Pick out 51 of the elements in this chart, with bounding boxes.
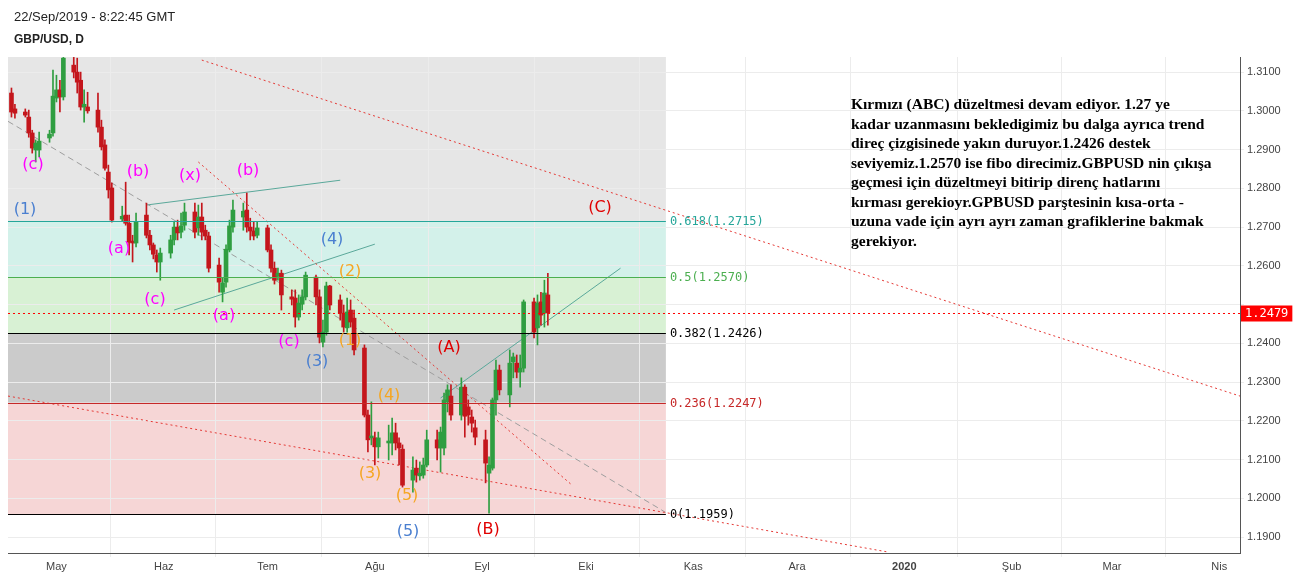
y-tick-label: 1.2700 [1247,220,1281,233]
annotation: (5) [395,485,419,505]
x-tick-label: Nis [1211,559,1228,572]
y-tick-label: 1.2800 [1247,181,1281,194]
y-tick-label: 1.3000 [1247,103,1281,116]
annotation: (b) [236,160,260,180]
annotation: Kırmızı (ABC) düzeltmesi devam ediyor. 1.27 ye kadar uzanmasını bekledigimiz bu dalga ayrıca trend direç çizgisinede yakın duruyor.1.2426 destek seviyemiz.1.2570 ise fibo direcimiz.GBPUSD nin çıkışa geçmesi için düzeltmeyi bitirip direnç hatlarını kırması gerekioyr.GPBUSD parştesinin kısa-orta -uzuna vade için ayrı ayrı zaman grafiklerine bakmak gerekiyor. [851,94,1213,250]
annotation: (a) [212,305,236,325]
ref-line-label: 1.2479 [1245,305,1289,320]
x-tick-label: Haz [153,559,174,572]
x-tick-label: Mar [1102,559,1122,572]
y-tick-label: 1.1900 [1247,530,1281,543]
annotation: (5) [396,521,420,541]
annotation: (4) [320,229,344,249]
ref-line-label: 0.5(1.2570) [669,269,750,284]
y-tick-label: 1.3100 [1247,65,1281,78]
chart-title: GBP/USD, D [14,32,85,46]
annotation: (b) [126,161,150,181]
ref-line-label: 0.236(1.2247) [669,395,764,410]
annotation: (A) [437,337,461,357]
x-tick-label: Eki [578,559,594,572]
annotation: (2) [338,261,362,281]
x-tick-label: Eyl [474,559,490,572]
y-tick-label: 1.2200 [1247,413,1281,426]
annotation: (B) [476,519,500,539]
x-tick-label: Şub [1001,559,1022,572]
y-tick-label: 1.2600 [1247,258,1281,271]
y-tick-label: 1.2100 [1247,452,1281,465]
annotation: (3) [358,463,382,483]
annotation: (c) [144,289,166,309]
ref-line-label: 0.618(1.2715) [669,213,764,228]
annotation: (c) [22,154,44,174]
annotation: (c) [278,331,300,351]
ref-line-label: 0.382(1.2426) [669,325,764,340]
ref-line-label: 0(1.1959) [669,506,735,521]
x-tick-label: Tem [257,559,278,572]
annotation: (4) [377,385,401,405]
x-tick-label: Ağu [365,559,385,572]
chart-subtitle: 22/Sep/2019 - 8:22:45 GMT [14,9,176,24]
x-tick-label: Kas [683,559,704,572]
x-tick-label: Ara [788,559,807,572]
annotation: (x) [179,165,201,185]
y-tick-label: 1.2300 [1247,375,1281,388]
annotation: (1) [13,199,37,219]
annotation: (3) [305,351,329,371]
x-tick-label: May [46,559,68,572]
x-tick-label: 2020 [892,559,917,572]
y-tick-label: 1.2900 [1247,142,1281,155]
y-tick-label: 1.2400 [1247,336,1281,349]
annotation: (C) [588,197,612,217]
y-tick-label: 1.2000 [1247,491,1281,504]
